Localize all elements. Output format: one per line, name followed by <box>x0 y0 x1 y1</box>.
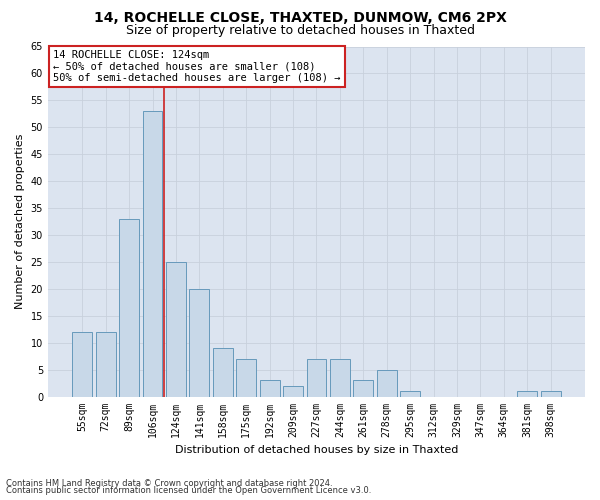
Bar <box>541 391 560 396</box>
Bar <box>190 289 209 397</box>
Text: 14, ROCHELLE CLOSE, THAXTED, DUNMOW, CM6 2PX: 14, ROCHELLE CLOSE, THAXTED, DUNMOW, CM6… <box>94 11 506 25</box>
Bar <box>96 332 116 396</box>
Y-axis label: Number of detached properties: Number of detached properties <box>15 134 25 309</box>
Bar <box>166 262 186 396</box>
Text: Size of property relative to detached houses in Thaxted: Size of property relative to detached ho… <box>125 24 475 37</box>
Bar <box>260 380 280 396</box>
Text: 14 ROCHELLE CLOSE: 124sqm
← 50% of detached houses are smaller (108)
50% of semi: 14 ROCHELLE CLOSE: 124sqm ← 50% of detac… <box>53 50 341 83</box>
Bar <box>119 219 139 396</box>
Bar <box>377 370 397 396</box>
Bar <box>143 111 163 397</box>
Bar <box>400 391 420 396</box>
Bar <box>236 359 256 397</box>
X-axis label: Distribution of detached houses by size in Thaxted: Distribution of detached houses by size … <box>175 445 458 455</box>
Text: Contains HM Land Registry data © Crown copyright and database right 2024.: Contains HM Land Registry data © Crown c… <box>6 478 332 488</box>
Text: Contains public sector information licensed under the Open Government Licence v3: Contains public sector information licen… <box>6 486 371 495</box>
Bar <box>307 359 326 397</box>
Bar <box>283 386 303 396</box>
Bar <box>213 348 233 397</box>
Bar <box>517 391 537 396</box>
Bar <box>73 332 92 396</box>
Bar <box>353 380 373 396</box>
Bar <box>330 359 350 397</box>
